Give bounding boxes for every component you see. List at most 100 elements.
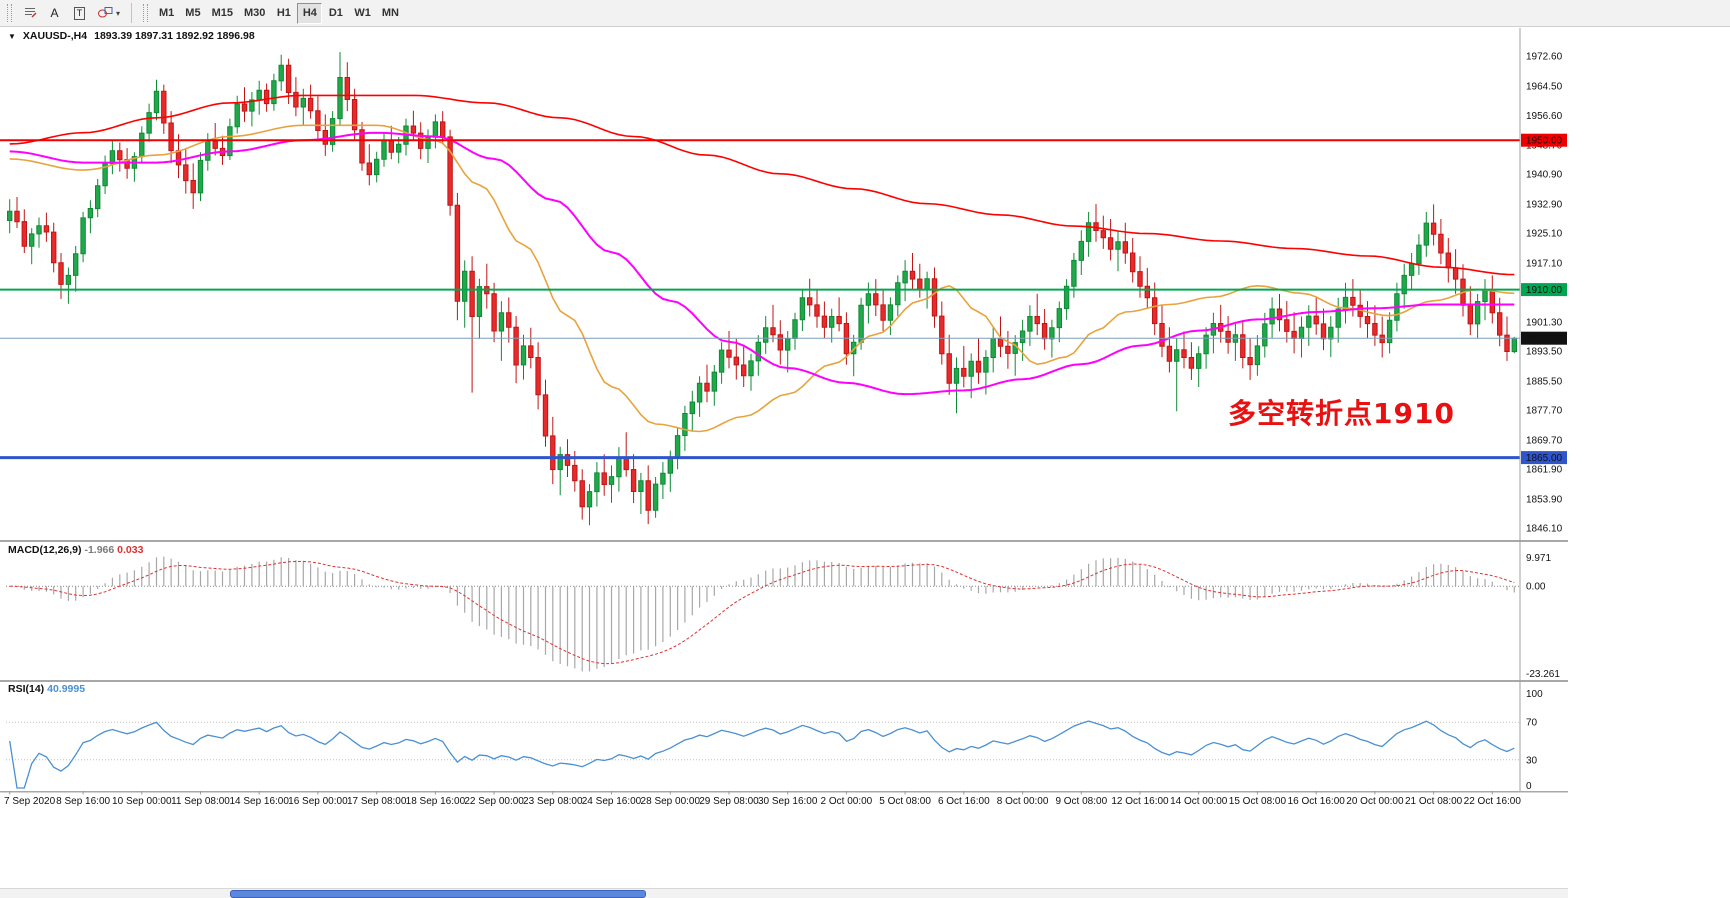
svg-text:1972.60: 1972.60 — [1526, 51, 1563, 62]
text-label-button[interactable]: T — [68, 2, 91, 24]
svg-text:100: 100 — [1526, 689, 1543, 700]
svg-text:1877.70: 1877.70 — [1526, 406, 1563, 417]
shapes-dropdown-button[interactable]: ▾ — [93, 2, 125, 24]
svg-text:30: 30 — [1526, 755, 1538, 766]
svg-text:1901.30: 1901.30 — [1526, 318, 1563, 329]
svg-text:1917.10: 1917.10 — [1526, 259, 1563, 270]
svg-text:16 Oct 16:00: 16 Oct 16:00 — [1288, 796, 1346, 807]
svg-text:5 Oct 08:00: 5 Oct 08:00 — [879, 796, 931, 807]
price-badge-1910.00: 1910.00 — [1521, 283, 1567, 297]
price-badges: 1950.00 1910.00 1896.98 1865.00 — [1521, 133, 1567, 465]
svg-text:30 Sep 16:00: 30 Sep 16:00 — [758, 796, 818, 807]
candlesticks — [7, 52, 1517, 526]
svg-text:29 Sep 08:00: 29 Sep 08:00 — [699, 796, 759, 807]
rsi-panel-area[interactable] — [0, 680, 1520, 791]
svg-text:1861.90: 1861.90 — [1526, 465, 1563, 476]
draw-text-label: A — [50, 6, 59, 20]
ohlc-values: 1893.39 1897.31 1892.92 1896.98 — [94, 30, 255, 42]
chart-lines-icon — [23, 5, 37, 22]
toolbar-drag-handle[interactable] — [7, 4, 12, 22]
ma-fast-orange — [9, 124, 1515, 433]
draw-text-button[interactable]: A — [43, 2, 66, 24]
timeframe-button-d1[interactable]: D1 — [323, 2, 349, 24]
svg-text:23 Sep 08:00: 23 Sep 08:00 — [523, 796, 583, 807]
svg-text:21 Oct 08:00: 21 Oct 08:00 — [1405, 796, 1463, 807]
svg-text:1853.90: 1853.90 — [1526, 495, 1563, 506]
svg-text:0: 0 — [1526, 781, 1532, 792]
svg-text:1950.00: 1950.00 — [1526, 136, 1563, 147]
ma-slow-red — [9, 94, 1515, 276]
macd-splitter[interactable] — [0, 540, 1568, 542]
svg-text:17 Sep 08:00: 17 Sep 08:00 — [347, 796, 407, 807]
moving-averages — [9, 94, 1515, 433]
rsi-value: 40.9995 — [47, 683, 86, 695]
svg-text:1910.00: 1910.00 — [1526, 285, 1563, 296]
rsi-label: RSI(14) 40.9995 — [8, 683, 85, 695]
scrollbar-thumb[interactable] — [230, 890, 646, 898]
time-axis-labels: 7 Sep 2020 8 Sep 16:00 10 Sep 00:00 11 Sep … — [4, 791, 1521, 807]
macd-signal-line — [9, 560, 1515, 665]
svg-text:10 Sep 00:00: 10 Sep 00:00 — [112, 796, 172, 807]
svg-text:1964.50: 1964.50 — [1526, 82, 1563, 93]
collapse-triangle-icon[interactable]: ▼ — [8, 31, 16, 41]
svg-text:11 Sep 08:00: 11 Sep 08:00 — [171, 796, 230, 807]
timeframe-drag-handle[interactable] — [143, 4, 149, 22]
rsi-panel: 100 70 30 0 — [6, 689, 1543, 792]
macd-panel: 9.971 0.00 -23.261 — [6, 553, 1560, 680]
timeframe-button-m15[interactable]: M15 — [206, 2, 238, 24]
svg-text:22 Sep 00:00: 22 Sep 00:00 — [464, 796, 524, 807]
svg-text:14 Oct 00:00: 14 Oct 00:00 — [1170, 796, 1228, 807]
svg-text:18 Sep 16:00: 18 Sep 16:00 — [406, 796, 466, 807]
svg-text:1956.60: 1956.60 — [1526, 111, 1563, 122]
chart-annotation: 多空转折点1910 — [1228, 397, 1455, 430]
main-chart-plot[interactable] — [0, 28, 1520, 540]
svg-text:1865.00: 1865.00 — [1526, 453, 1563, 464]
timeframe-button-h4[interactable]: H4 — [297, 2, 323, 24]
macd-value-signal: 0.033 — [117, 544, 144, 556]
svg-text:15 Oct 08:00: 15 Oct 08:00 — [1229, 796, 1287, 807]
shapes-icon — [97, 5, 114, 22]
toolbar: A T ▾ M1 M5 M15 M30 H1 H4 D1 W1 MN — [0, 0, 1730, 27]
svg-text:1932.90: 1932.90 — [1526, 200, 1563, 211]
svg-text:12 Oct 16:00: 12 Oct 16:00 — [1111, 796, 1169, 807]
text-label-glyph: T — [73, 6, 86, 20]
timeframe-button-m1[interactable]: M1 — [154, 2, 180, 24]
svg-text:1896.98: 1896.98 — [1526, 334, 1563, 345]
svg-text:28 Sep 00:00: 28 Sep 00:00 — [641, 796, 701, 807]
macd-label: MACD(12,26,9) -1.966 0.033 — [8, 544, 143, 556]
timeframe-button-w1[interactable]: W1 — [349, 2, 376, 24]
toolbar-separator — [131, 3, 133, 23]
svg-text:24 Sep 16:00: 24 Sep 16:00 — [582, 796, 642, 807]
timeframe-button-mn[interactable]: MN — [376, 2, 404, 24]
price-badge-1865.00: 1865.00 — [1521, 451, 1567, 465]
timeframe-button-m30[interactable]: M30 — [238, 2, 271, 24]
timeframe-button-m5[interactable]: M5 — [180, 2, 206, 24]
svg-text:14 Sep 16:00: 14 Sep 16:00 — [229, 796, 289, 807]
svg-text:9.971: 9.971 — [1526, 553, 1551, 564]
svg-text:1925.10: 1925.10 — [1526, 229, 1563, 240]
chevron-down-icon: ▾ — [116, 8, 121, 18]
svg-text:7 Sep 2020: 7 Sep 2020 — [4, 796, 56, 807]
rsi-splitter[interactable] — [0, 680, 1568, 682]
price-badge-1950.00: 1950.00 — [1521, 133, 1567, 147]
chart-symbol-ohlc: ▼ XAUUSD-,H4 1893.39 1897.31 1892.92 189… — [8, 30, 255, 42]
svg-text:20 Oct 00:00: 20 Oct 00:00 — [1346, 796, 1404, 807]
price-axis-labels: 1972.601964.501956.601948.701940.901932.… — [1526, 51, 1563, 534]
svg-text:1940.90: 1940.90 — [1526, 170, 1563, 181]
svg-text:6 Oct 16:00: 6 Oct 16:00 — [938, 796, 990, 807]
rsi-name: RSI(14) — [8, 683, 45, 695]
macd-panel-area[interactable] — [0, 540, 1520, 680]
rsi-line — [9, 720, 1515, 789]
ma-mid-magenta — [9, 131, 1515, 396]
horizontal-scrollbar[interactable] — [0, 888, 1568, 898]
svg-text:22 Oct 16:00: 22 Oct 16:00 — [1464, 796, 1522, 807]
svg-text:70: 70 — [1526, 718, 1538, 729]
chart-list-button[interactable] — [18, 2, 41, 24]
macd-name: MACD(12,26,9) — [8, 544, 82, 556]
macd-value-main: -1.966 — [84, 544, 115, 556]
symbol-timeframe-label: XAUUSD-,H4 — [22, 30, 88, 42]
svg-text:8 Sep 16:00: 8 Sep 16:00 — [56, 796, 110, 807]
timeframe-button-h1[interactable]: H1 — [271, 2, 297, 24]
